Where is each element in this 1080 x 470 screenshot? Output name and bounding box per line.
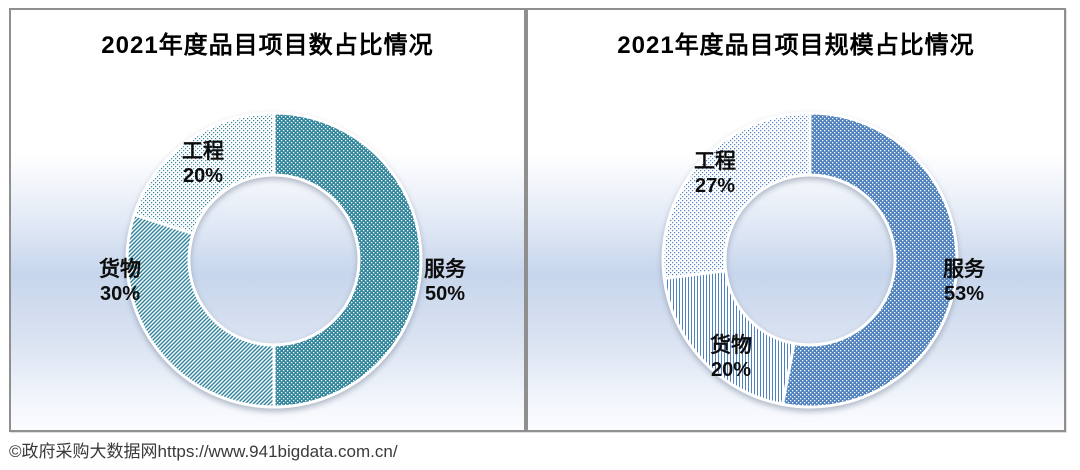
slice-name: 货物 <box>99 258 141 281</box>
slice-label-goods: 货物 20% <box>691 334 771 382</box>
donut-slice-工程 <box>661 111 812 280</box>
donut-slice-服务 <box>780 111 959 409</box>
slice-label-services: 服务 53% <box>921 258 1007 306</box>
donut-slice-货物 <box>125 213 276 409</box>
slice-name: 工程 <box>182 140 224 163</box>
donut-chart-project-scale <box>661 111 959 409</box>
donut-chart-project-count <box>125 111 423 409</box>
chart-panel-project-count: 2021年度品目项目数占比情况 服务 50% 货物 30% 工程 20% <box>9 8 526 432</box>
chart-title-project-count: 2021年度品目项目数占比情况 <box>101 32 434 59</box>
slice-name: 货物 <box>710 334 752 357</box>
slice-label-engineering: 工程 20% <box>163 140 243 188</box>
donut-slice-货物 <box>662 269 796 406</box>
slice-percent: 20% <box>182 164 224 187</box>
slice-label-services: 服务 50% <box>402 258 488 306</box>
slice-name: 服务 <box>943 258 985 281</box>
source-caption: ©政府采购大数据网https://www.941bigdata.com.cn/ <box>9 442 398 461</box>
donut-slice-服务 <box>272 111 423 409</box>
slice-percent: 53% <box>943 282 985 305</box>
slice-label-goods: 货物 30% <box>77 258 163 306</box>
chart-panel-project-scale: 2021年度品目项目规模占比情况 服务 53% 货物 20% 工程 27% <box>526 8 1066 432</box>
slice-name: 工程 <box>694 150 736 173</box>
slice-percent: 20% <box>710 358 752 381</box>
chart-title-project-scale: 2021年度品目项目规模占比情况 <box>617 32 975 59</box>
slice-percent: 50% <box>424 282 466 305</box>
slice-name: 服务 <box>424 258 466 281</box>
donut-slice-工程 <box>132 111 276 236</box>
slice-label-engineering: 工程 27% <box>675 150 755 198</box>
slice-percent: 27% <box>694 174 736 197</box>
slice-percent: 30% <box>99 282 141 305</box>
charts-row: 2021年度品目项目数占比情况 服务 50% 货物 30% 工程 20% 202… <box>9 8 1066 432</box>
